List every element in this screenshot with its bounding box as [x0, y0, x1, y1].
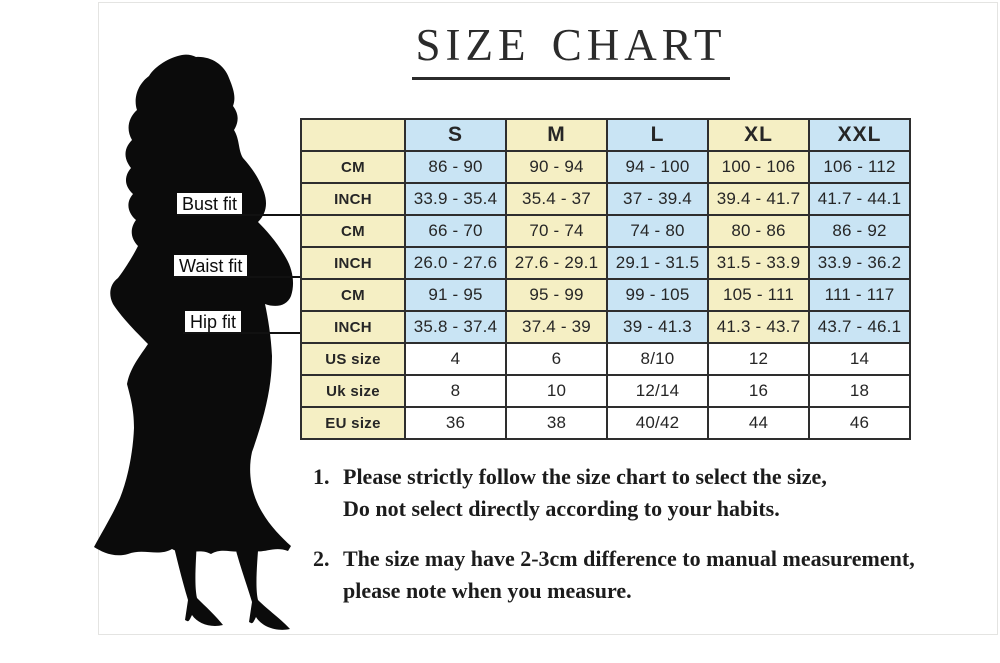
size-cell: 40/42 — [606, 406, 709, 440]
note-number: 1. — [313, 464, 330, 489]
size-cell: 6 — [505, 342, 608, 376]
page-title: SIZE CHART — [415, 20, 727, 70]
size-cell: 41.3 - 43.7 — [707, 310, 810, 344]
row-label: Uk size — [300, 374, 406, 408]
size-column-header: M — [505, 118, 608, 152]
hip-fit-line — [183, 332, 300, 334]
size-cell: 33.9 - 36.2 — [808, 246, 911, 280]
size-cell: 95 - 99 — [505, 278, 608, 312]
size-cell: 8 — [404, 374, 507, 408]
size-column-header: S — [404, 118, 507, 152]
size-cell: 86 - 90 — [404, 150, 507, 184]
size-cell: 37 - 39.4 — [606, 182, 709, 216]
row-label: CM — [300, 150, 406, 184]
row-label: EU size — [300, 406, 406, 440]
size-cell: 94 - 100 — [606, 150, 709, 184]
size-cell: 70 - 74 — [505, 214, 608, 248]
silhouette-figure — [94, 54, 294, 630]
size-cell: 26.0 - 27.6 — [404, 246, 507, 280]
size-cell: 33.9 - 35.4 — [404, 182, 507, 216]
table-row: CM 66 - 70 70 - 74 74 - 80 80 - 86 86 - 92 — [300, 214, 911, 248]
size-cell: 100 - 106 — [707, 150, 810, 184]
size-cell: 35.4 - 37 — [505, 182, 608, 216]
size-cell: 74 - 80 — [606, 214, 709, 248]
size-cell: 66 - 70 — [404, 214, 507, 248]
note-line: The size may have 2-3cm difference to ma… — [343, 546, 915, 571]
size-cell: 86 - 92 — [808, 214, 911, 248]
row-label: CM — [300, 214, 406, 248]
size-cell: 38 — [505, 406, 608, 440]
waist-fit-line — [174, 276, 300, 278]
row-label: INCH — [300, 310, 406, 344]
table-row: INCH 26.0 - 27.6 27.6 - 29.1 29.1 - 31.5 31.… — [300, 246, 911, 280]
size-cell: 10 — [505, 374, 608, 408]
size-cell: 46 — [808, 406, 911, 440]
size-cell: 80 - 86 — [707, 214, 810, 248]
size-cell: 91 - 95 — [404, 278, 507, 312]
row-label: INCH — [300, 246, 406, 280]
title-underline — [412, 77, 730, 80]
size-cell: 39.4 - 41.7 — [707, 182, 810, 216]
note-line: Do not select directly according to your… — [343, 496, 780, 521]
size-column-header: L — [606, 118, 709, 152]
row-label: INCH — [300, 182, 406, 216]
note-item-1: 1. Please strictly follow the size chart… — [313, 461, 827, 525]
table-row: EU size 36 38 40/42 44 46 — [300, 406, 911, 440]
size-cell: 36 — [404, 406, 507, 440]
waist-fit-label: Waist fit — [174, 255, 248, 277]
image-border — [98, 2, 998, 635]
size-cell: 90 - 94 — [505, 150, 608, 184]
row-label: CM — [300, 278, 406, 312]
corner-cell — [300, 118, 406, 152]
size-cell: 106 - 112 — [808, 150, 911, 184]
size-table-body: S M L XL XXL CM 86 - 90 90 - 94 94 - 100 100 - 10… — [300, 118, 911, 440]
size-cell: 105 - 111 — [707, 278, 810, 312]
size-cell: 31.5 - 33.9 — [707, 246, 810, 280]
size-cell: 12/14 — [606, 374, 709, 408]
table-row: INCH 33.9 - 35.4 35.4 - 37 37 - 39.4 39.4 - … — [300, 182, 911, 216]
size-column-header: XL — [707, 118, 810, 152]
size-cell: 8/10 — [606, 342, 709, 376]
size-cell: 44 — [707, 406, 810, 440]
size-column-header: XXL — [808, 118, 911, 152]
note-item-2: 2. The size may have 2-3cm difference to… — [313, 543, 915, 607]
size-cell: 14 — [808, 342, 911, 376]
table-row: Uk size 8 10 12/14 16 18 — [300, 374, 911, 408]
size-cell: 41.7 - 44.1 — [808, 182, 911, 216]
size-cell: 16 — [707, 374, 810, 408]
size-cell: 35.8 - 37.4 — [404, 310, 507, 344]
bust-fit-label: Bust fit — [177, 193, 243, 215]
size-cell: 43.7 - 46.1 — [808, 310, 911, 344]
size-cell: 37.4 - 39 — [505, 310, 608, 344]
note-number: 2. — [313, 546, 330, 571]
table-row: INCH 35.8 - 37.4 37.4 - 39 39 - 41.3 41.3 - … — [300, 310, 911, 344]
note-line: please note when you measure. — [343, 578, 632, 603]
size-cell: 111 - 117 — [808, 278, 911, 312]
hip-fit-label: Hip fit — [185, 311, 242, 333]
size-cell: 27.6 - 29.1 — [505, 246, 608, 280]
size-table: S M L XL XXL CM 86 - 90 90 - 94 94 - 100 100 - 10… — [300, 118, 911, 440]
size-cell: 99 - 105 — [606, 278, 709, 312]
size-cell: 12 — [707, 342, 810, 376]
bust-fit-line — [177, 214, 300, 216]
size-cell: 4 — [404, 342, 507, 376]
row-label: US size — [300, 342, 406, 376]
size-cell: 29.1 - 31.5 — [606, 246, 709, 280]
table-row: US size 4 6 8/10 12 14 — [300, 342, 911, 376]
note-line: Please strictly follow the size chart to… — [343, 464, 827, 489]
table-row: CM 91 - 95 95 - 99 99 - 105 105 - 111 111 - 1… — [300, 278, 911, 312]
table-row: CM 86 - 90 90 - 94 94 - 100 100 - 106 106 - 1… — [300, 150, 911, 184]
size-cell: 18 — [808, 374, 911, 408]
size-cell: 39 - 41.3 — [606, 310, 709, 344]
